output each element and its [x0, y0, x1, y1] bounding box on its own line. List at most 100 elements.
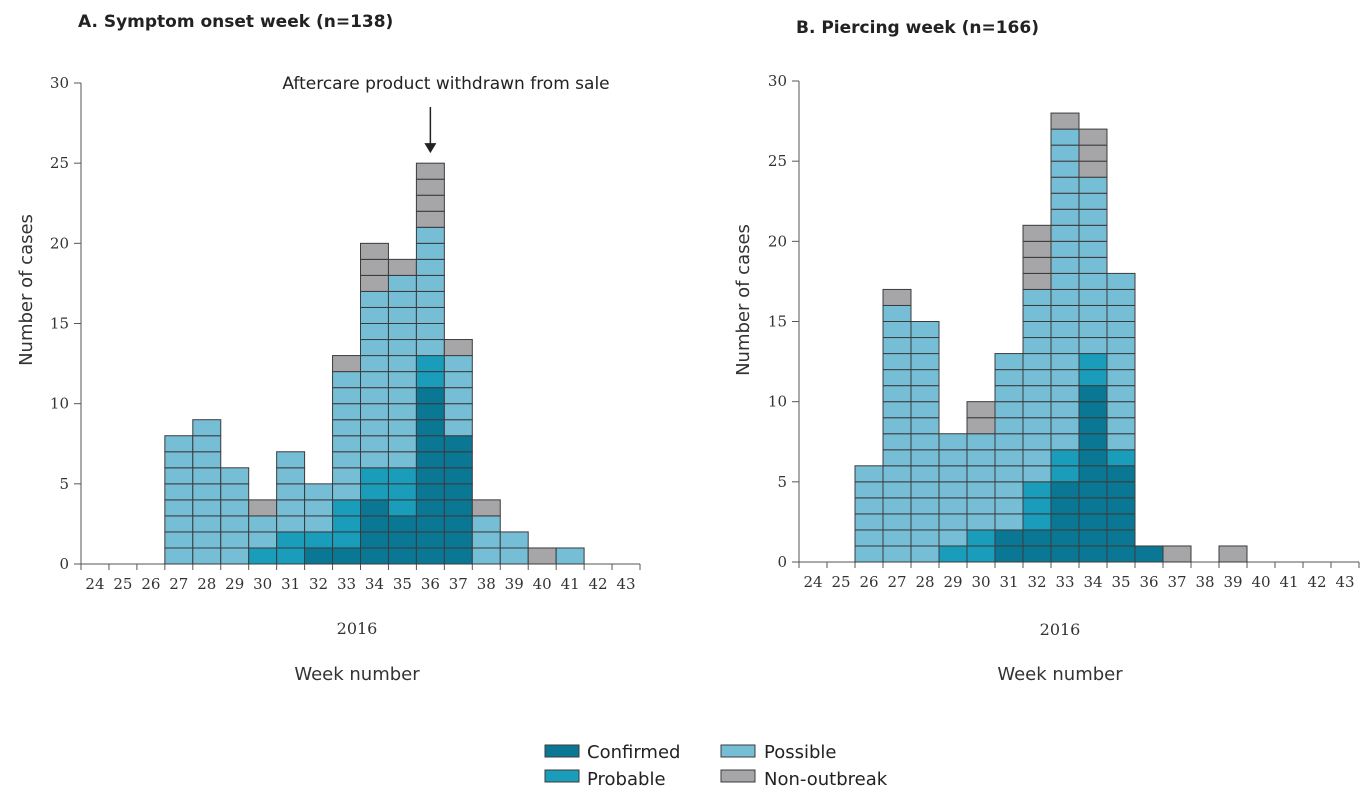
panel-a-y-tick-label: 5 — [59, 475, 69, 493]
legend-label-possible: Possible — [764, 742, 836, 763]
panel-b-bar-cell-possible — [1050, 353, 1080, 371]
panel-a-x-tick-label: 34 — [365, 575, 384, 593]
panel-a-bar-cell-possible — [332, 467, 361, 485]
panel-a-bar-cell-confirmed — [415, 531, 445, 549]
panel-b-bar-cell-possible — [882, 449, 912, 467]
panel-a-bar-cell-possible — [164, 451, 194, 469]
panel-b-x-tick-label: 36 — [1139, 573, 1158, 591]
panel-b-bar-cell-possible — [882, 433, 912, 451]
panel-a-bar-cell-possible — [164, 547, 194, 565]
panel-b-bar-cell-possible — [966, 481, 996, 499]
panel-b-bar-cell-possible — [1022, 401, 1052, 419]
panel-b-x-axis-label: Week number — [997, 664, 1123, 685]
panel-b-bar-cell-possible — [1078, 337, 1108, 355]
panel-a-bar-cell-possible — [387, 290, 417, 308]
panel-b-bar-cell-possible — [1050, 417, 1080, 435]
panel-a-bar-cell-confirmed — [415, 467, 445, 485]
panel-a-bar-cell-possible — [332, 419, 361, 437]
panel-b-bar-cell-possible — [1106, 433, 1136, 451]
panel-a-bar-cell-confirmed — [415, 499, 445, 517]
panel-a-bar-cell-possible — [387, 451, 417, 469]
panel-a-bar-cell-non-outbreak — [443, 339, 473, 357]
panel-b-bar-cell-non-outbreak — [1218, 545, 1248, 563]
panel-b-y-axis-label: Number of cases — [733, 224, 754, 376]
panel-b-bar-cell-confirmed — [1078, 465, 1108, 483]
panel-b-bar-cell-possible — [1050, 224, 1080, 242]
panel-a-bar-cell-probable — [332, 515, 361, 533]
panel-b-bar-cell-possible — [882, 545, 912, 563]
panel-a-bar-cell-possible — [387, 306, 417, 325]
panel-a-bar-cell-possible — [360, 451, 389, 469]
panel-a-bar-cell-probable — [360, 467, 389, 485]
panel-a-x-tick-label: 40 — [533, 575, 552, 593]
panel-b-plot-area: 0 5 10 15 20 25 30 24 25 26 27 28 29 30 31 32 33 34 35 36 37… — [768, 72, 1360, 591]
panel-a-bar-cell-non-outbreak — [415, 178, 445, 196]
panel-a-x-tick-label: 30 — [253, 575, 272, 593]
panel-a-bar-cell-possible — [387, 435, 417, 453]
panel-a-x-tick-label: 42 — [589, 575, 608, 593]
panel-a-bar-cell-probable — [415, 371, 445, 389]
panel-a-bar-cell-possible — [332, 371, 361, 389]
panel-b-bar-cell-possible — [938, 513, 968, 531]
panel-a-bar-cell-possible — [220, 467, 250, 485]
panel-b-bar-cell-possible — [966, 513, 996, 531]
panel-b-chart: B. Piercing week (n=166) Number of cases… — [733, 18, 1360, 685]
panel-a-bar-cell-possible — [387, 419, 417, 437]
panel-b-bar-cell-possible — [1078, 321, 1108, 339]
panel-a-bar-cell-possible — [360, 290, 389, 308]
panel-b-bar-cell-confirmed — [1050, 545, 1080, 563]
panel-b-bar-cell-possible — [1078, 176, 1108, 194]
panel-a-bar-cell-probable — [332, 499, 361, 517]
panel-b-bar-cell-confirmed — [994, 545, 1024, 563]
panel-b-bar-cell-possible — [1050, 256, 1080, 274]
panel-a-x-tick-label: 33 — [337, 575, 356, 593]
panel-a-bar-cell-possible — [360, 306, 389, 325]
panel-a-bar-cell-confirmed — [360, 531, 389, 549]
panel-a-bar-cell-possible — [332, 451, 361, 469]
panel-b-bar-cell-possible — [1050, 272, 1080, 290]
panel-b-bar-cell-possible — [1078, 240, 1108, 258]
panel-b-x-tick-label: 30 — [971, 573, 990, 591]
panel-a-bar-cell-confirmed — [332, 547, 361, 565]
panel-b-x-tick-label: 40 — [1251, 573, 1270, 591]
panel-b-bar-cell-confirmed — [1106, 545, 1136, 563]
panel-a-bar-cell-confirmed — [415, 403, 445, 421]
panel-b-bar-cell-probable — [966, 529, 996, 547]
panel-b-bar-cell-confirmed — [1106, 497, 1136, 515]
legend-label-confirmed: Confirmed — [587, 742, 680, 763]
panel-a-x-tick-label: 26 — [141, 575, 160, 593]
panel-a-x-tick-label: 43 — [616, 575, 635, 593]
panel-a-bar-cell-confirmed — [360, 499, 389, 517]
panel-b-bar-cell-probable — [1078, 369, 1108, 387]
panel-a-x-tick-label: 28 — [197, 575, 216, 593]
panel-a-bar-cell-possible — [471, 531, 501, 549]
panel-b-bar-cell-non-outbreak — [1022, 240, 1052, 258]
panel-b-bar-cell-possible — [966, 449, 996, 467]
panel-b-bar-cell-possible — [1106, 337, 1136, 355]
panel-b-bar-cell-confirmed — [1078, 401, 1108, 419]
panel-a-bar-cell-possible — [192, 483, 222, 501]
panel-b-x-tick-label: 28 — [915, 573, 934, 591]
panel-b-bar-cell-possible — [938, 481, 968, 499]
panel-a-year-label: 2016 — [337, 619, 378, 638]
panel-b-bar-cell-probable — [1022, 481, 1052, 499]
panel-b-bar-cell-possible — [854, 529, 884, 547]
panel-b-bar-cell-possible — [1022, 304, 1052, 323]
panel-b-bar-cell-probable — [966, 545, 996, 563]
panel-a-x-tick-label: 36 — [421, 575, 440, 593]
panel-b-x-tick-label: 41 — [1279, 573, 1298, 591]
panel-a-bar-cell-possible — [220, 547, 250, 565]
panel-b-bar-cell-possible — [854, 545, 884, 563]
panel-a-bar-cell-non-outbreak — [471, 499, 501, 517]
legend-label-non-outbreak: Non-outbreak — [764, 769, 888, 790]
panel-a-bar-cell-possible — [443, 403, 473, 421]
panel-b-bar-cell-possible — [882, 529, 912, 547]
panel-b-bar-cell-confirmed — [1050, 529, 1080, 547]
panel-a-bar-cell-possible — [360, 323, 389, 341]
panel-a-bar-cell-non-outbreak — [360, 258, 389, 276]
panel-b-x-tick-label: 43 — [1335, 573, 1354, 591]
panel-a-bar-cell-non-outbreak — [415, 162, 445, 180]
panel-b-bar-cell-confirmed — [1022, 545, 1052, 563]
panel-a-bar-cell-confirmed — [387, 547, 417, 565]
